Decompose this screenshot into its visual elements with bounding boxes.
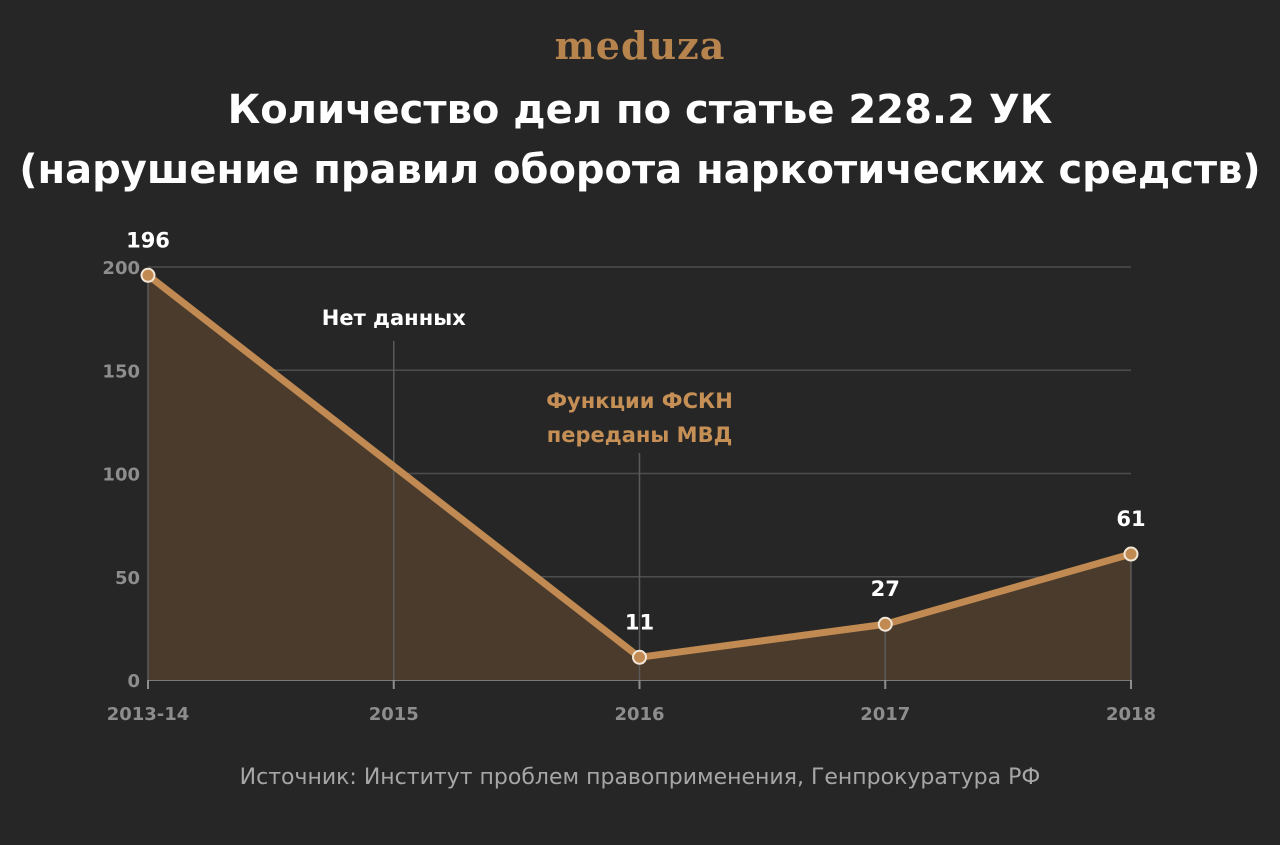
data-point-2013-14 [140, 267, 156, 283]
x-tick-label-2016: 2016 [614, 704, 664, 725]
labels: 0 50 100 150 200 2013-14 2015 2016 2017 2018 196 11… [102, 228, 1156, 725]
data-label-2016: 11 [625, 610, 654, 634]
data-point-2018 [1123, 546, 1139, 562]
x-tick-label-2013-14: 2013-14 [107, 704, 190, 725]
y-tick-label-150: 150 [102, 361, 140, 382]
vertical-guides [147, 275, 1132, 689]
chart-title-line-1: Количество дел по статье 228.2 УК [227, 87, 1053, 133]
meduza-logo: meduza [554, 23, 726, 68]
data-label-2017: 27 [871, 577, 900, 601]
y-tick-label-50: 50 [115, 568, 140, 589]
x-tick-label-2017: 2017 [860, 704, 910, 725]
data-point-2016 [632, 649, 647, 665]
annotation-fskn-line-2: переданы МВД [547, 423, 733, 447]
x-tick-label-2018: 2018 [1106, 704, 1156, 725]
data-label-2018: 61 [1116, 507, 1145, 531]
y-tick-label-0: 0 [127, 671, 140, 692]
source-note: Источник: Институт проблем правоприменен… [239, 765, 1041, 790]
y-tick-label-200: 200 [102, 258, 140, 279]
chart-title-line-2: (нарушение правил оборота наркотических … [19, 147, 1261, 193]
chart-title: Количество дел по статье 228.2 УК (наруш… [0, 80, 1280, 200]
y-tick-label-100: 100 [102, 465, 140, 486]
data-points [140, 267, 1139, 665]
annotation-no-data: Нет данных [322, 306, 466, 330]
annotation-fskn-line-1: Функции ФСКН [546, 389, 733, 413]
x-tick-label-2015: 2015 [369, 704, 419, 725]
data-label-2013-14: 196 [126, 228, 170, 252]
data-point-2017 [877, 616, 893, 632]
